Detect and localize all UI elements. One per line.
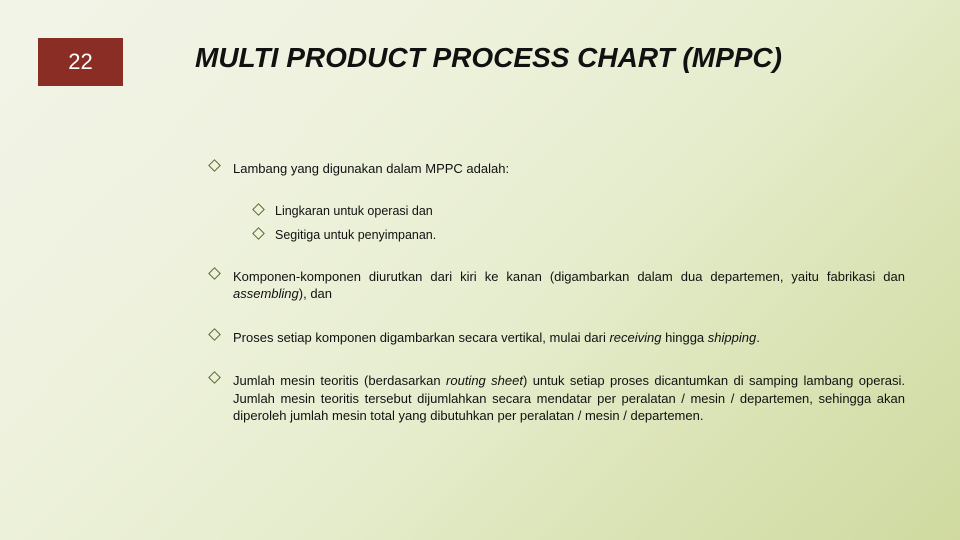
text-run: hingga xyxy=(662,330,708,345)
italic-run: assembling xyxy=(233,286,299,301)
text-run: . xyxy=(756,330,760,345)
bullet-text: Proses setiap komponen digambarkan secar… xyxy=(233,329,760,347)
bullet-text: Lingkaran untuk operasi dan xyxy=(275,204,433,218)
list-item: Proses setiap komponen digambarkan secar… xyxy=(210,329,905,347)
page-number-badge: 22 xyxy=(38,38,123,86)
list-item: Komponen-komponen diurutkan dari kiri ke… xyxy=(210,268,905,303)
page-number: 22 xyxy=(68,49,92,75)
text-run: Jumlah mesin teoritis (berdasarkan xyxy=(233,373,446,388)
text-run: Proses setiap komponen digambarkan secar… xyxy=(233,330,609,345)
list-item: Jumlah mesin teoritis (berdasarkan routi… xyxy=(210,372,905,425)
bullet-text: Komponen-komponen diurutkan dari kiri ke… xyxy=(233,268,905,303)
text-run: ), dan xyxy=(299,286,332,301)
list-item: Lingkaran untuk operasi dan xyxy=(254,204,905,218)
diamond-icon xyxy=(210,161,219,170)
diamond-icon xyxy=(254,229,263,238)
italic-run: shipping xyxy=(708,330,756,345)
slide: 22 MULTI PRODUCT PROCESS CHART (MPPC) La… xyxy=(0,0,960,540)
text-run: Komponen-komponen diurutkan dari kiri ke… xyxy=(233,269,905,284)
diamond-icon xyxy=(254,205,263,214)
bullet-text: Jumlah mesin teoritis (berdasarkan routi… xyxy=(233,372,905,425)
content-area: Lambang yang digunakan dalam MPPC adalah… xyxy=(210,160,905,451)
bullet-text: Lambang yang digunakan dalam MPPC adalah… xyxy=(233,160,509,178)
diamond-icon xyxy=(210,373,219,382)
list-item: Lambang yang digunakan dalam MPPC adalah… xyxy=(210,160,905,178)
diamond-icon xyxy=(210,330,219,339)
sub-list: Lingkaran untuk operasi dan Segitiga unt… xyxy=(254,204,905,242)
italic-run: receiving xyxy=(609,330,661,345)
diamond-icon xyxy=(210,269,219,278)
italic-run: routing sheet xyxy=(446,373,523,388)
list-item: Segitiga untuk penyimpanan. xyxy=(254,228,905,242)
bullet-text: Segitiga untuk penyimpanan. xyxy=(275,228,436,242)
slide-title: MULTI PRODUCT PROCESS CHART (MPPC) xyxy=(195,42,920,74)
